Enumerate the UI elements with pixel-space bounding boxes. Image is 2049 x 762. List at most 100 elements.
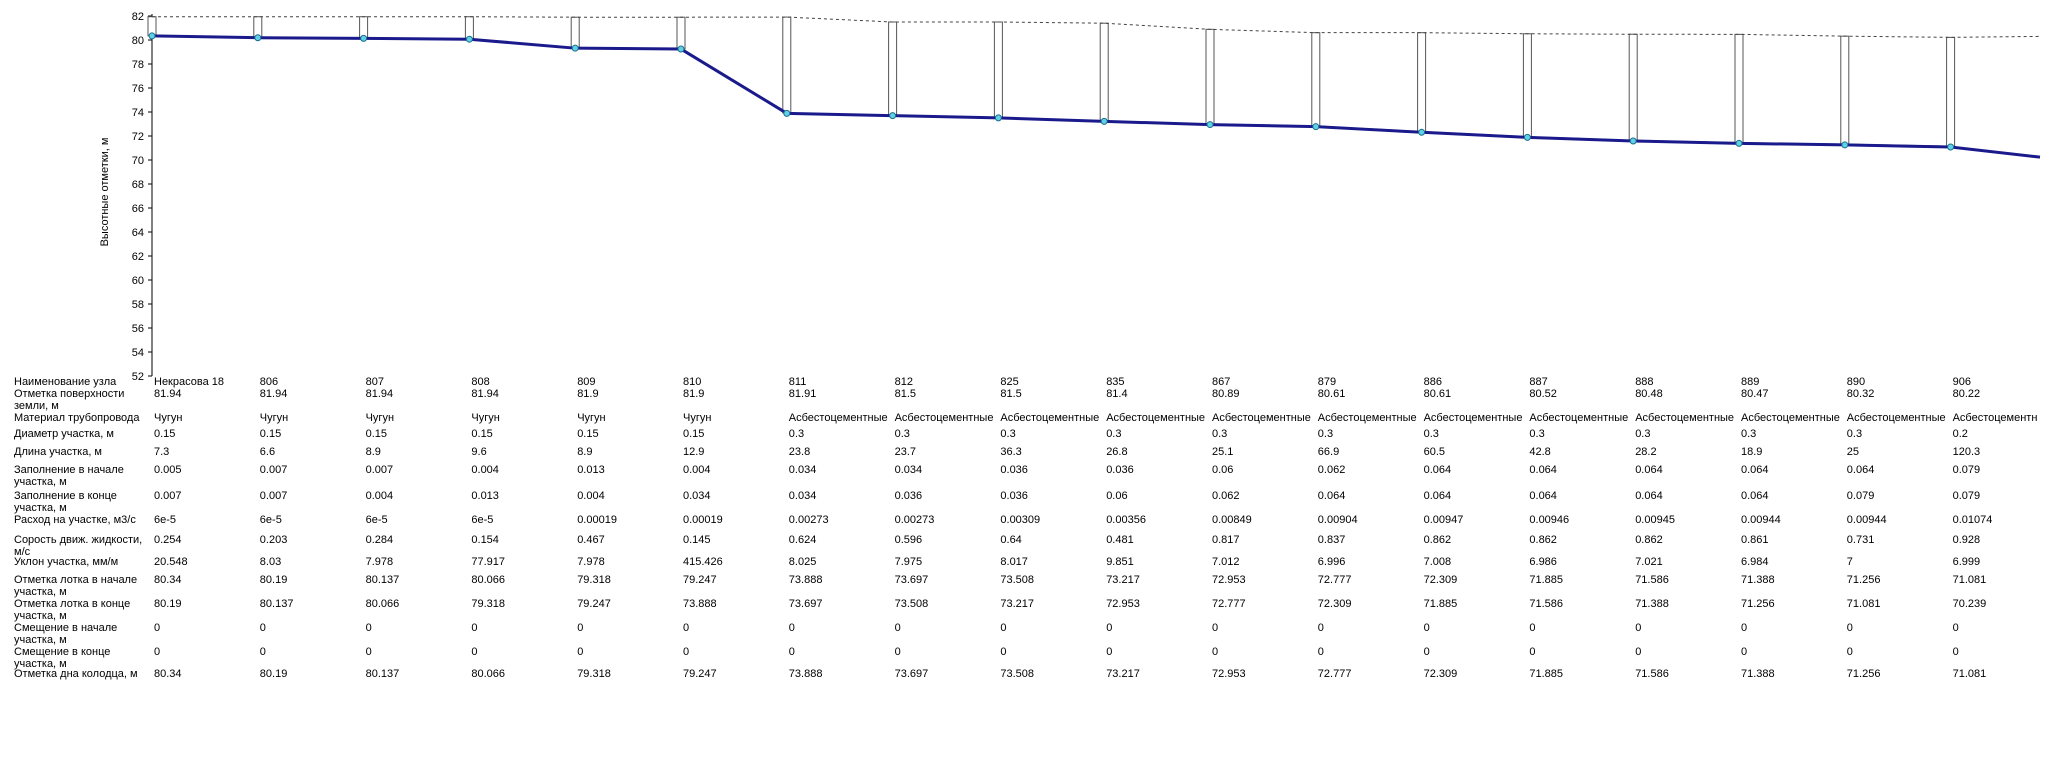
table-cell: 0.254 xyxy=(154,534,182,546)
table-cell: 6.984 xyxy=(1741,556,1769,568)
table-cell: 7.021 xyxy=(1635,556,1663,568)
table-cell: 80.34 xyxy=(154,574,182,586)
table-cell: Чугун xyxy=(259,412,289,424)
table-cell: 0 xyxy=(1635,646,1642,658)
table-cell: Асбестоцементные xyxy=(1741,412,1840,424)
table-cell: 0 xyxy=(154,622,161,634)
node-point xyxy=(1418,128,1426,136)
table-cell: 812 xyxy=(894,376,913,388)
y-axis-label: Высотные отметки, м xyxy=(99,138,111,247)
table-cell: 80.48 xyxy=(1635,388,1663,400)
table-cell: 0.3 xyxy=(1212,428,1228,440)
table-cell: 0.00849 xyxy=(1212,514,1252,526)
table-cell: 0 xyxy=(1000,622,1007,634)
table-cell: 0.064 xyxy=(1423,490,1452,502)
table-cell: 0 xyxy=(1846,622,1853,634)
table-cell: 7.978 xyxy=(577,556,605,568)
node-point xyxy=(1100,117,1108,125)
table-cell: 0.861 xyxy=(1741,534,1769,546)
table-cell: 72.777 xyxy=(1212,598,1246,610)
y-tick-label: 66 xyxy=(132,203,144,215)
ground-line xyxy=(152,16,2041,38)
table-cell: Асбестоцементные xyxy=(1106,412,1206,424)
table-cell: 0.004 xyxy=(683,464,711,476)
row-label: Материал трубопровода xyxy=(14,412,140,424)
table-cell: 0.004 xyxy=(471,464,499,476)
table-cell: 0.624 xyxy=(788,534,817,546)
table-cell: 0 xyxy=(894,622,901,634)
table-cell: 66.9 xyxy=(1317,446,1340,458)
table-cell: 0 xyxy=(1741,646,1748,658)
table-cell: 6.6 xyxy=(259,446,276,458)
y-axis: 52 54 56 58 60 62 64 66 68 70 72 74 76 78 80 82 xyxy=(132,11,153,380)
node-point xyxy=(1629,137,1637,145)
well-shaft xyxy=(1205,28,1215,125)
well-shaft xyxy=(676,16,686,50)
table-cell: Асбестоцементные xyxy=(788,412,888,424)
table-cell: 71.586 xyxy=(1529,598,1564,610)
table-cell: 26.8 xyxy=(1106,446,1128,458)
table-cell: 0.203 xyxy=(259,534,288,546)
table-cell: 0.00356 xyxy=(1106,514,1146,526)
well-shaft xyxy=(1311,32,1321,127)
table-cell: 0 xyxy=(577,622,584,634)
table-cell: 8.017 xyxy=(1000,556,1028,568)
table-cell: 71.586 xyxy=(1635,668,1669,680)
table-cell: 0.00904 xyxy=(1317,514,1358,526)
table-cell: 0.862 xyxy=(1635,534,1663,546)
node-point xyxy=(677,45,685,53)
table-cell: 0.013 xyxy=(471,490,499,502)
table-cell: 81.94 xyxy=(471,388,499,400)
well-shaft xyxy=(1099,22,1109,122)
table-cell: 73.217 xyxy=(1106,668,1140,680)
node-point xyxy=(1312,123,1320,131)
table-cell: 0 xyxy=(1952,622,1959,634)
table-cell: 888 xyxy=(1635,376,1654,388)
table-cell: 0.00944 xyxy=(1741,514,1781,526)
table-cell: 0.034 xyxy=(894,464,923,476)
table-cell: 79.247 xyxy=(683,668,717,680)
table-cell: 0.064 xyxy=(1317,490,1346,502)
table-cell: 887 xyxy=(1529,376,1548,388)
table-cell: 835 xyxy=(1106,376,1125,388)
row-label: Расход на участке, м3/с xyxy=(14,514,136,526)
table-cell: 0.284 xyxy=(365,534,394,546)
table-cell: 0.007 xyxy=(259,490,288,502)
table-cell: 80.89 xyxy=(1212,388,1240,400)
table-cell: Асбестоцементные xyxy=(1529,412,1629,424)
table-cell: 0.036 xyxy=(1106,464,1134,476)
table-cell: 0.3 xyxy=(1846,428,1863,440)
table-cell: 0.01074 xyxy=(1952,514,1993,526)
table-cell: 77.917 xyxy=(471,556,506,568)
table-cell: 0.731 xyxy=(1846,534,1875,546)
table-cell: 72.953 xyxy=(1106,598,1140,610)
table-cell: 0.062 xyxy=(1317,464,1346,476)
y-tick-label: 68 xyxy=(132,179,144,191)
table-cell: 0 xyxy=(1741,622,1748,634)
table-cell: 0.00946 xyxy=(1529,514,1570,526)
table-cell: 80.34 xyxy=(154,668,182,680)
table-cell: 0 xyxy=(1423,646,1430,658)
table-cell: 0.00945 xyxy=(1635,514,1675,526)
table-cell: 0.034 xyxy=(788,464,817,476)
node-point xyxy=(1841,141,1849,149)
table-cell: 809 xyxy=(577,376,596,388)
table-cell: 6e-5 xyxy=(259,514,282,526)
table-cell: 72.777 xyxy=(1317,668,1352,680)
profile-lines xyxy=(151,16,2041,159)
y-tick-label: 54 xyxy=(132,347,144,359)
row-label: Заполнение в конце участка, м xyxy=(14,490,117,514)
well-shaft xyxy=(570,16,580,49)
table-cell: 79.318 xyxy=(471,598,506,610)
table-cell: 73.888 xyxy=(788,668,823,680)
table-cell: 8.9 xyxy=(365,446,381,458)
table-cell: 867 xyxy=(1212,376,1231,388)
row-label: Заполнение в начале участка, м xyxy=(14,464,124,488)
table-cell: Асбестоцементные xyxy=(894,412,994,424)
table-cell: 0.007 xyxy=(259,464,288,476)
table-cell: 73.217 xyxy=(1000,598,1035,610)
table-cell: 73.888 xyxy=(683,598,717,610)
table-cell: 0.064 xyxy=(1529,464,1557,476)
table-cell: 0 xyxy=(1529,646,1536,658)
table-cell: 7.978 xyxy=(365,556,394,568)
